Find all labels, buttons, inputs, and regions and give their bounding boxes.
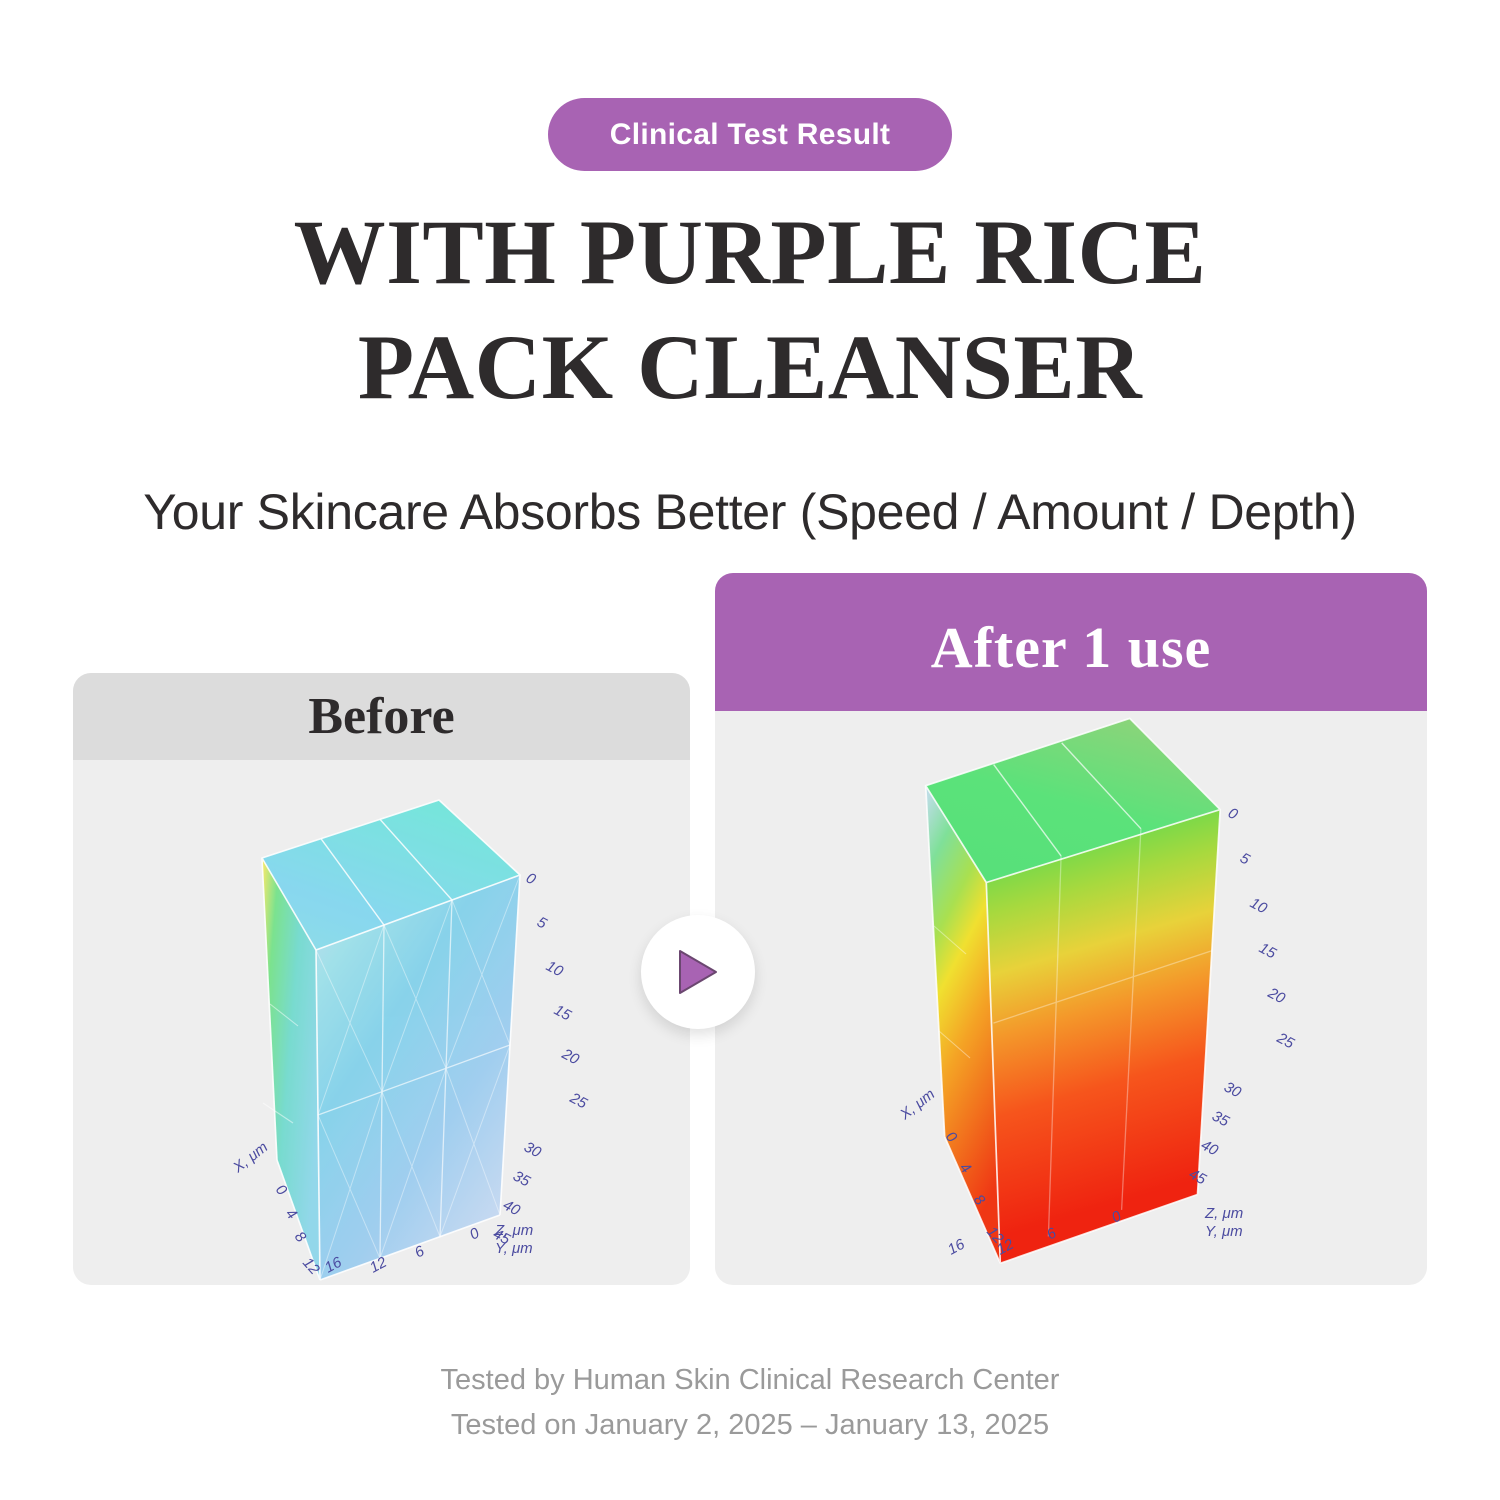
svg-text:20: 20	[558, 1045, 582, 1069]
svg-text:10: 10	[1247, 895, 1270, 918]
svg-text:0: 0	[1225, 805, 1241, 824]
svg-text:6: 6	[412, 1242, 428, 1261]
svg-text:40: 40	[1198, 1137, 1221, 1160]
svg-text:0: 0	[467, 1224, 483, 1243]
svg-text:5: 5	[1237, 850, 1253, 869]
svg-text:0: 0	[523, 870, 539, 889]
svg-text:X, μm: X, μm	[896, 1086, 938, 1124]
svg-text:25: 25	[566, 1089, 590, 1113]
svg-text:Z, μm: Z, μm	[1204, 1205, 1243, 1222]
svg-text:25: 25	[1273, 1029, 1297, 1053]
svg-text:30: 30	[521, 1139, 544, 1162]
svg-text:16: 16	[945, 1235, 968, 1258]
svg-text:20: 20	[1264, 984, 1288, 1008]
svg-text:30: 30	[1221, 1079, 1244, 1102]
svg-text:Z, μm: Z, μm	[494, 1222, 533, 1239]
svg-text:40: 40	[500, 1197, 523, 1220]
svg-text:35: 35	[1209, 1108, 1232, 1131]
svg-text:5: 5	[534, 914, 550, 933]
svg-text:10: 10	[543, 958, 566, 981]
svg-text:Y, μm: Y, μm	[495, 1240, 533, 1257]
svg-text:35: 35	[510, 1168, 533, 1191]
svg-text:Y, μm: Y, μm	[1205, 1223, 1243, 1240]
svg-text:15: 15	[551, 1002, 574, 1025]
svg-text:15: 15	[1256, 940, 1279, 963]
svg-text:X, μm: X, μm	[229, 1139, 271, 1177]
